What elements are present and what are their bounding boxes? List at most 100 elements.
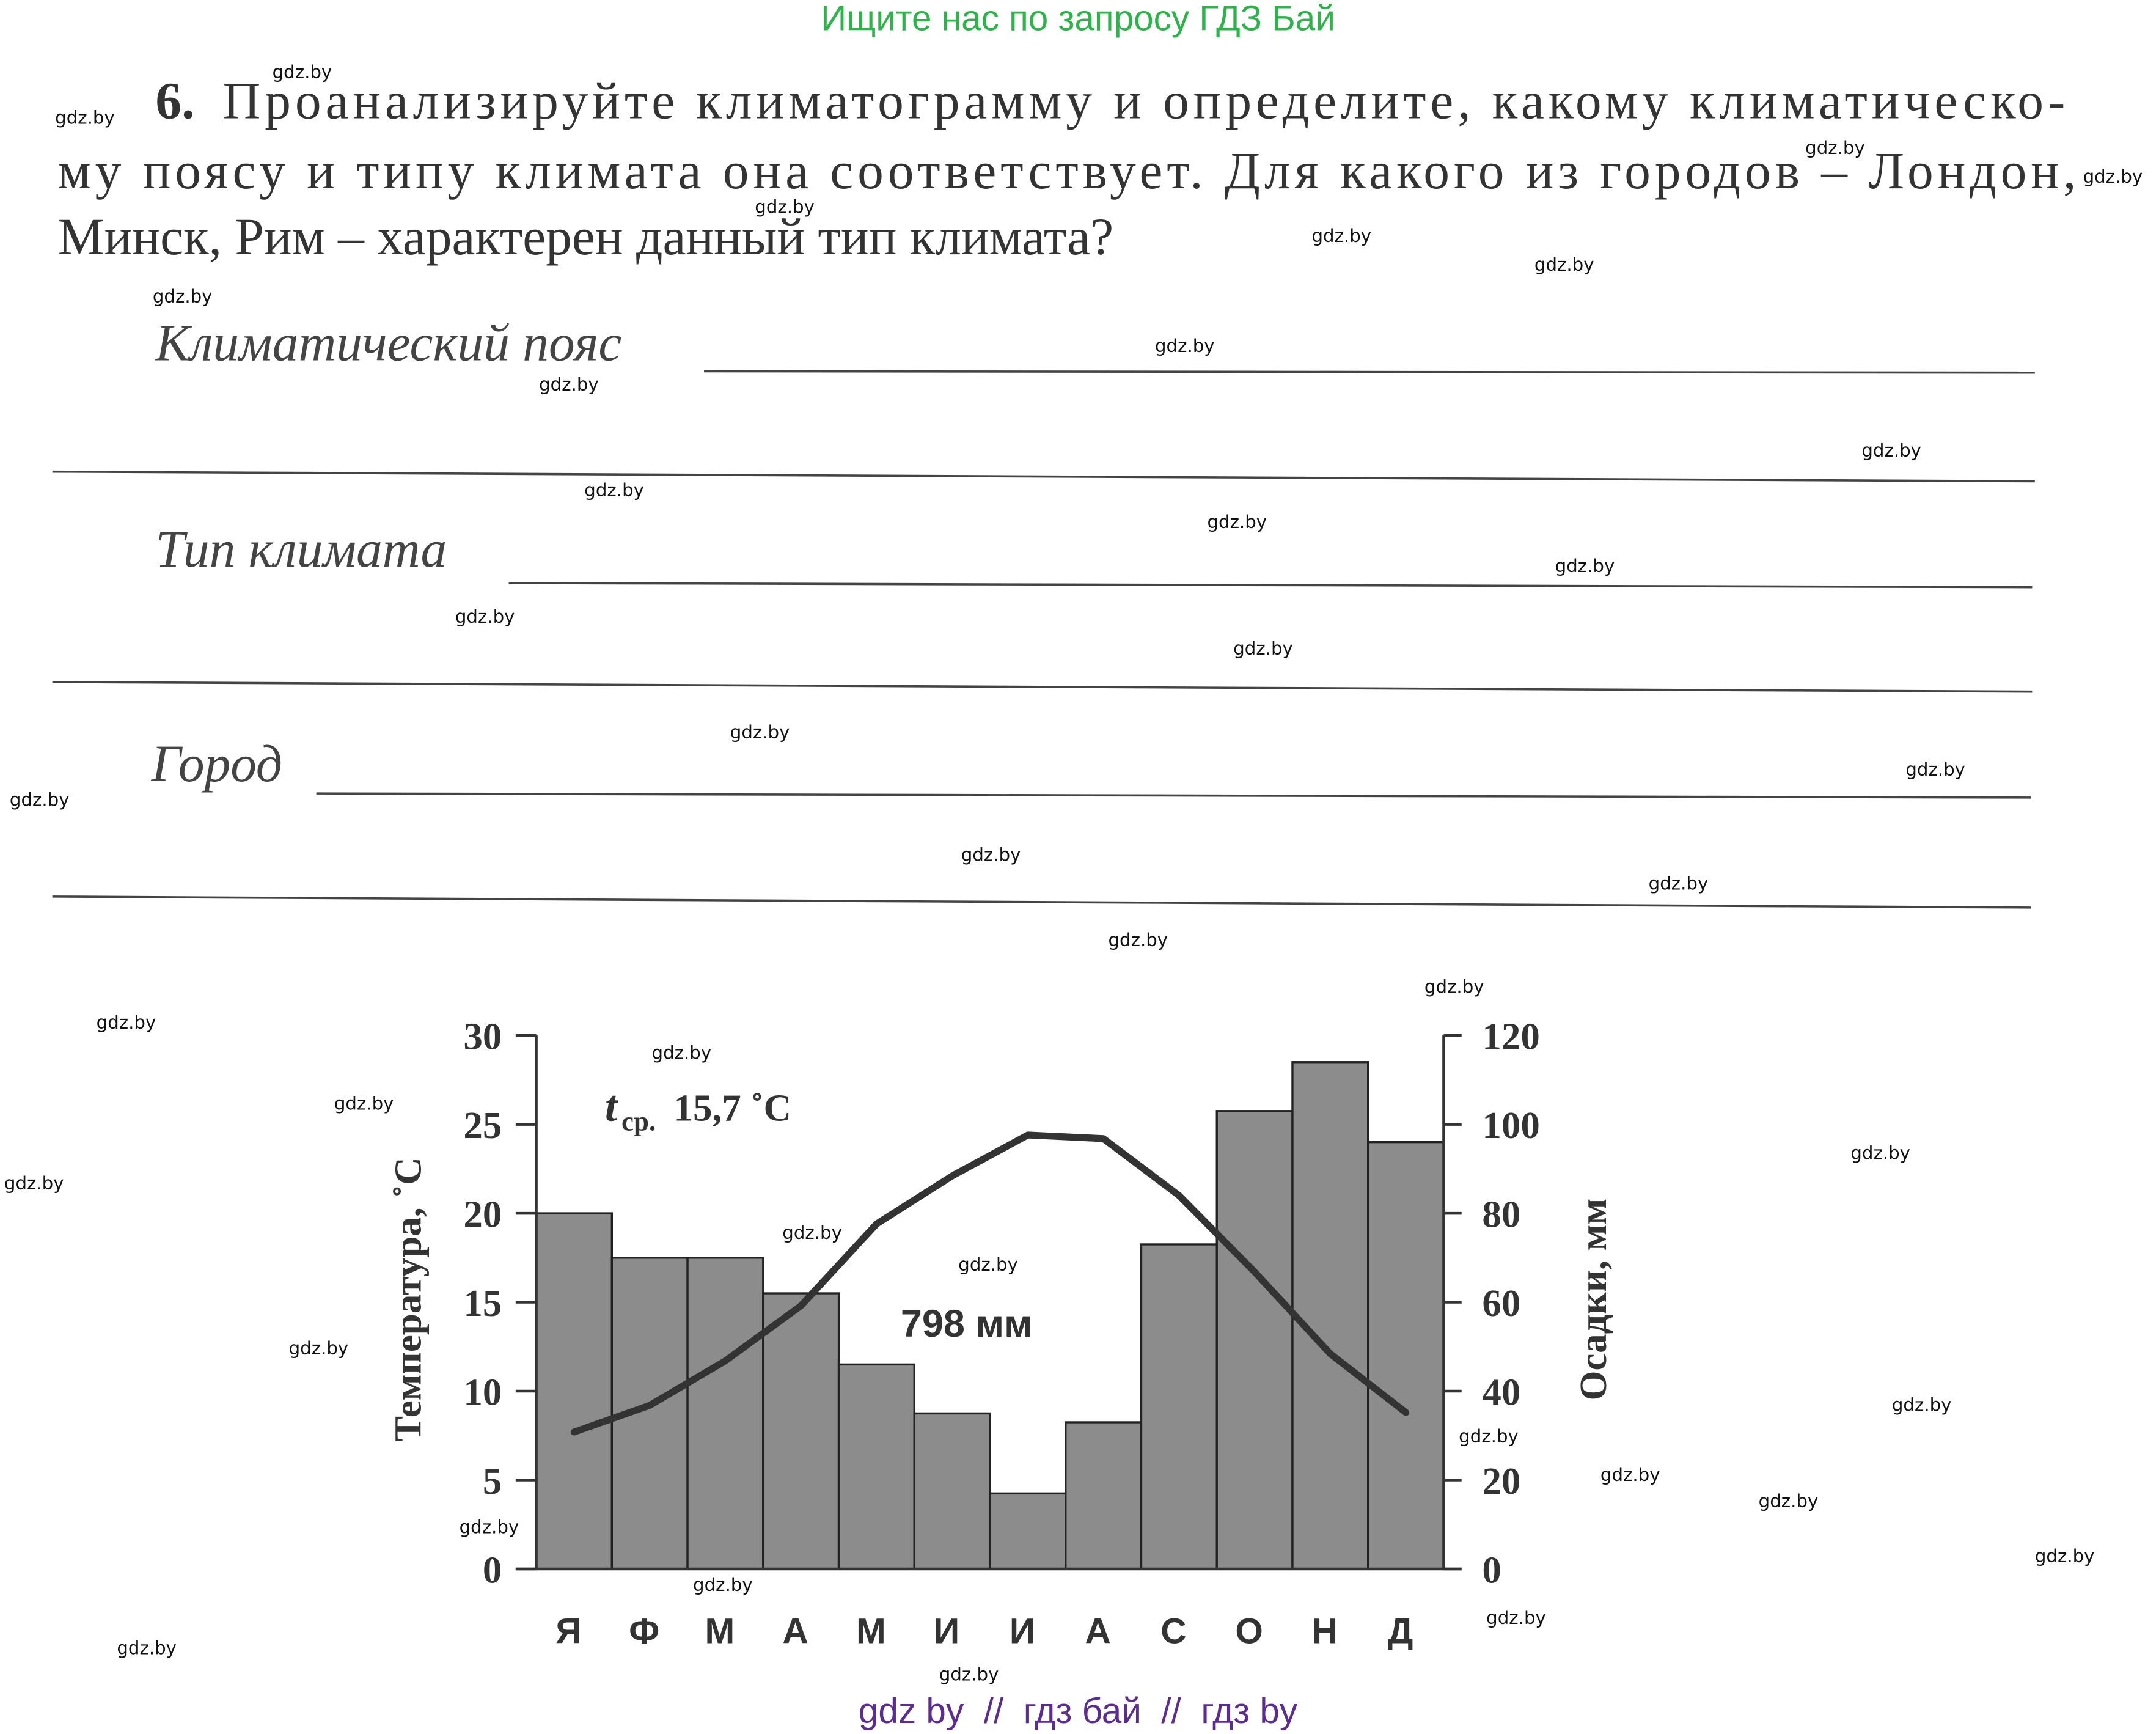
answer-line [704, 370, 2035, 374]
precip-bar [762, 1292, 840, 1570]
watermark: gdz.by [1555, 556, 1615, 576]
y-tick-label: 15 [463, 1282, 502, 1324]
mean-value: 15,7 ˚С [674, 1087, 791, 1130]
mean-symbol: t [605, 1082, 618, 1131]
x-tick-label: Н [1312, 1612, 1338, 1651]
watermark: gdz.by [1905, 759, 1965, 780]
watermark: gdz.by [1207, 512, 1267, 532]
watermark: gdz.by [584, 480, 644, 501]
watermark: gdz.by [1311, 226, 1371, 246]
watermark: gdz.by [289, 1338, 349, 1359]
watermark: gdz.by [1486, 1607, 1546, 1628]
y2-tick-label: 80 [1482, 1193, 1520, 1236]
y-tick-label: 30 [463, 1015, 502, 1058]
watermark: gdz.by [153, 286, 213, 307]
x-tick-label: М [856, 1612, 886, 1651]
y2-tick-label: 20 [1482, 1460, 1520, 1502]
precip-bar [1140, 1243, 1218, 1570]
watermark: gdz.by [1850, 1143, 1910, 1164]
precip-bar [1291, 1061, 1370, 1570]
x-tick-label: И [934, 1612, 959, 1651]
watermark: gdz.by [1425, 976, 1484, 997]
y-tick-label: 5 [483, 1460, 502, 1502]
watermark: gdz.by [1108, 930, 1168, 950]
y-tick-label: 25 [463, 1104, 502, 1147]
watermark: gdz.by [730, 722, 790, 743]
watermark: gdz.by [1155, 336, 1215, 356]
task-line: му поясу и типу климата она соответствуе… [58, 142, 2077, 200]
watermark: gdz.by [755, 197, 815, 218]
x-tick-label: А [1085, 1612, 1110, 1651]
task-line: Минск, Рим – характерен данный тип клима… [58, 208, 1114, 266]
precip-bar [1216, 1110, 1294, 1570]
watermark: gdz.by [961, 844, 1021, 865]
climatogram: 0 5 10 15 20 25 30 0 20 40 60 80 100 120 Я Ф М А М И И А С О Н Д Т… [387, 1015, 1615, 1651]
x-tick-label: И [1010, 1612, 1035, 1651]
precip-bar [837, 1363, 915, 1570]
precip-bar [686, 1257, 765, 1570]
footer: gdz by // гдз бай // гдз by [859, 1691, 1298, 1731]
answer-line [316, 792, 2031, 799]
y-tick-label: 10 [463, 1371, 502, 1414]
watermark: gdz.by [273, 62, 332, 83]
watermark: gdz.by [4, 1173, 64, 1194]
watermark: gdz.by [939, 1664, 999, 1684]
x-tick-label: Я [556, 1612, 581, 1651]
answer-line [52, 470, 2035, 483]
watermark: gdz.by [652, 1042, 712, 1063]
y-axis-label: Температура, ˚С [387, 1157, 430, 1442]
watermark: gdz.by [1649, 873, 1709, 894]
y-tick-label: 20 [463, 1193, 502, 1236]
watermark: gdz.by [1535, 254, 1594, 275]
x-tick-label: М [705, 1612, 735, 1651]
temperature-line [570, 1131, 1410, 1436]
y2-tick-label: 120 [1482, 1015, 1539, 1058]
task-number: 6. [155, 72, 194, 130]
watermark: gdz.by [1759, 1491, 1819, 1512]
watermark: gdz.by [782, 1222, 842, 1243]
y-tick-label: 0 [483, 1549, 502, 1592]
watermark: gdz.by [1459, 1426, 1519, 1447]
answer-line [508, 582, 2033, 589]
watermark: gdz.by [117, 1638, 177, 1659]
y2-tick-label: 0 [1482, 1549, 1502, 1592]
x-tick-label: О [1235, 1612, 1263, 1651]
y2-tick-label: 60 [1482, 1282, 1520, 1324]
watermark: gdz.by [10, 789, 70, 810]
watermark: gdz.by [1861, 440, 1921, 461]
watermark: gdz.by [1892, 1394, 1952, 1415]
watermark: gdz.by [1805, 138, 1865, 158]
y2-tick-label: 40 [1482, 1371, 1520, 1414]
x-tick-label: А [783, 1612, 809, 1651]
mean-subscript: ср. [622, 1106, 656, 1136]
x-tick-label: С [1160, 1612, 1186, 1651]
x-tick-label: Ф [629, 1612, 659, 1651]
watermark: gdz.by [539, 374, 599, 395]
watermark: gdz.by [2083, 166, 2143, 187]
y2-axis-label: Осадки, мм [1572, 1199, 1615, 1401]
precip-bar [1367, 1141, 1445, 1570]
task-line: Проанализируйте климатограмму и определи… [223, 72, 2066, 130]
watermark: gdz.by [55, 107, 115, 128]
watermark: gdz.by [97, 1012, 156, 1033]
x-tick-label: Д [1388, 1612, 1414, 1651]
watermark: gdz.by [460, 1517, 519, 1538]
watermark: gdz.by [1233, 638, 1293, 659]
precip-bar [913, 1412, 991, 1570]
total-annotation: 798 мм [901, 1302, 1033, 1345]
precip-bar [989, 1492, 1067, 1570]
watermark: gdz.by [455, 606, 515, 627]
y2-tick-label: 100 [1482, 1104, 1539, 1147]
answer-line [52, 681, 2033, 693]
answer-label: Тип климата [155, 521, 447, 578]
watermark: gdz.by [1601, 1464, 1660, 1485]
watermark: gdz.by [2035, 1546, 2095, 1567]
answer-label: Город [151, 735, 283, 793]
banner: Ищите нас по запросу ГДЗ Бай [821, 0, 1335, 38]
answer-label: Климатический пояс [155, 314, 622, 372]
watermark: gdz.by [958, 1254, 1018, 1275]
watermark: gdz.by [693, 1574, 753, 1595]
watermark: gdz.by [334, 1093, 394, 1114]
precip-bar [1065, 1421, 1143, 1570]
